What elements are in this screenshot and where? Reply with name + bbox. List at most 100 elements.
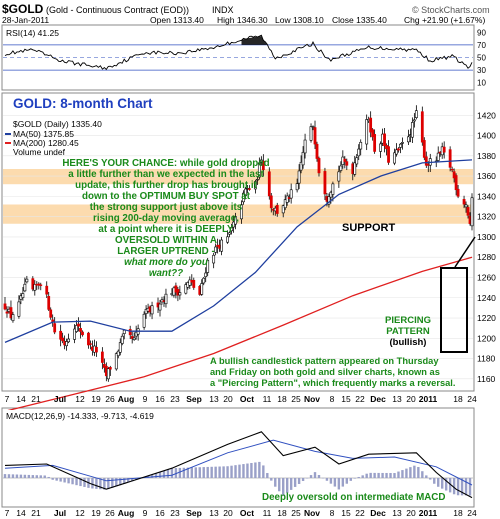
rsi-tick-label: 50	[477, 54, 486, 63]
callout-line: HERE'S YOUR CHANCE: while gold dropped	[62, 158, 269, 169]
header-close: Close 1335.40	[332, 15, 387, 25]
macd-histogram-bar	[266, 473, 269, 478]
price-tick-label: 1420	[477, 110, 496, 120]
x-axis-label: 24	[467, 394, 477, 404]
candle-body	[397, 148, 400, 151]
macd-histogram-bar	[278, 478, 281, 492]
macd-histogram-bar	[468, 478, 472, 496]
macd-histogram-bar	[83, 478, 86, 487]
macd-histogram-bar	[150, 474, 154, 478]
candle-body	[188, 279, 192, 286]
candle-body	[323, 171, 327, 195]
macd-histogram-bar	[95, 478, 98, 489]
macd-histogram-bar	[119, 478, 122, 486]
x-axis-label: 18	[453, 394, 463, 404]
macd-histogram-bar	[333, 478, 337, 487]
x-axis-label: 18	[453, 508, 463, 518]
candle-body	[240, 204, 243, 220]
rsi-layer: 90 70 50 30 10	[3, 28, 486, 88]
candle-body	[230, 227, 233, 232]
candle-body	[206, 259, 210, 273]
candle-body	[436, 152, 440, 161]
candle-body	[261, 160, 265, 170]
candle-body	[47, 296, 51, 310]
candle-body	[122, 329, 126, 334]
candle-body	[142, 313, 146, 328]
candle-body	[379, 143, 382, 152]
candle-body	[248, 188, 251, 190]
candle-body	[89, 343, 92, 345]
macd-histogram-bar	[238, 464, 241, 478]
candle-body	[67, 338, 70, 343]
candle-body	[301, 151, 305, 166]
macd-histogram-bar	[202, 467, 205, 478]
candle-body	[234, 216, 237, 225]
candle-body	[387, 146, 390, 163]
macd-histogram-bar	[293, 478, 297, 487]
macd-histogram-bar	[341, 478, 345, 487]
macd-histogram-bar	[429, 478, 432, 480]
macd-layer	[3, 431, 473, 499]
macd-histogram-bar	[166, 469, 170, 478]
candle-body	[25, 278, 29, 283]
x-axis-label: 20	[406, 394, 416, 404]
candle-body	[150, 305, 154, 315]
macd-histogram-bar	[254, 462, 257, 478]
macd-histogram-bar	[289, 478, 293, 490]
candle-body	[299, 161, 303, 171]
x-axis-label: 23	[170, 508, 180, 518]
candle-body	[232, 221, 235, 228]
candle-body	[114, 353, 118, 370]
candle-body	[383, 133, 386, 147]
macd-histogram-bar	[413, 465, 416, 478]
macd-histogram-bar	[31, 475, 35, 478]
candle-body	[450, 168, 454, 171]
candle-body	[311, 126, 315, 128]
candle-body	[371, 129, 375, 138]
macd-histogram-bar	[349, 478, 352, 481]
candle-body	[120, 335, 124, 344]
x-axis-label: 8	[330, 508, 335, 518]
x-axis-label: 20	[223, 394, 233, 404]
price-tick-label: 1320	[477, 212, 496, 222]
macd-histogram-bar	[262, 465, 265, 478]
candle-body	[39, 284, 43, 286]
macd-histogram-bar	[425, 475, 428, 478]
macd-histogram-bar	[417, 467, 420, 478]
candle-body	[242, 192, 245, 203]
callout-line: LARGER UPTREND -	[117, 246, 214, 257]
candle-body	[31, 278, 35, 290]
candle-body	[226, 236, 229, 243]
macd-histogram-bar	[19, 474, 23, 478]
candle-body	[106, 368, 110, 380]
callout-line: OVERSOLD WITHIN A	[115, 235, 217, 246]
x-axis-label: Oct	[240, 508, 254, 518]
x-axis-label: 24	[467, 508, 477, 518]
macd-histogram-bar	[7, 474, 11, 478]
macd-histogram-bar	[162, 470, 166, 478]
candle-body	[214, 246, 218, 253]
legend-ma50: MA(50) 1375.85	[13, 129, 74, 139]
macd-histogram-bar	[91, 478, 94, 489]
x-axis-label: 13	[209, 394, 219, 404]
piercing-label-line: PATTERN	[386, 326, 430, 337]
candle-body	[422, 140, 426, 158]
candle-body	[33, 284, 37, 291]
macd-histogram-bar	[452, 478, 456, 495]
x-axis-label: Dec	[370, 508, 386, 518]
candle-body	[95, 346, 98, 353]
candle-body	[327, 196, 331, 205]
candle-body	[102, 363, 106, 368]
callout-line: want??	[149, 268, 183, 279]
macd-histogram-bar	[301, 478, 305, 482]
candle-body	[462, 199, 466, 205]
candle-body	[61, 337, 65, 342]
macd-histogram-bar	[393, 473, 396, 478]
x-axis-label: Sep	[186, 394, 202, 404]
macd-histogram-bar	[385, 472, 388, 478]
piercing-label-line: (bullish)	[390, 337, 427, 348]
macd-histogram-bar	[178, 467, 182, 478]
candle-body	[414, 110, 418, 118]
candle-body	[456, 188, 460, 197]
header-change: Chg +21.90 (+1.67%)	[404, 15, 485, 25]
